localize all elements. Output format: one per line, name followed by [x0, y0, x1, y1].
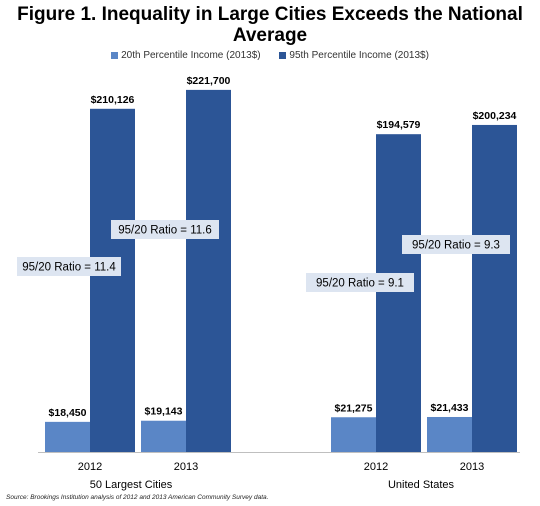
bar-p20-50-largest-cities-2013 [141, 420, 186, 452]
bar-p20-united-states-2012 [331, 417, 376, 452]
data-label-p20: $18,450 [49, 407, 87, 419]
ratio-annotation-box [17, 257, 121, 276]
bar-p95-50-largest-cities-2012 [90, 108, 135, 453]
ratio-annotation-label: 95/20 Ratio = 9.1 [316, 278, 404, 290]
legend-swatch-p20 [111, 51, 119, 59]
ratio-annotation-box [306, 273, 414, 292]
data-label-p95: $194,579 [377, 119, 421, 131]
x-tick-label: 2012 [78, 461, 102, 473]
x-tick-label: 2013 [460, 461, 484, 473]
bar-p95-united-states-2013 [472, 124, 517, 452]
data-label-p20: $21,433 [431, 402, 469, 414]
legend-item-p95: 95th Percentile Income (2013$) [279, 50, 429, 61]
ratio-annotation-label: 95/20 Ratio = 9.3 [412, 240, 500, 252]
ratio-annotation-label: 95/20 Ratio = 11.4 [22, 262, 116, 274]
data-label-p95: $200,234 [473, 110, 517, 122]
group-label: 50 Largest Cities [90, 479, 173, 491]
ratio-annotation-box [111, 220, 219, 239]
legend-item-p20: 20th Percentile Income (2013$) [111, 50, 261, 61]
data-label-p95: $221,700 [187, 75, 231, 87]
data-label-p95: $210,126 [91, 94, 135, 106]
bar-p95-50-largest-cities-2013 [186, 89, 231, 452]
ratio-annotation-box [402, 235, 510, 254]
ratio-annotation-label: 95/20 Ratio = 11.6 [118, 225, 211, 237]
group-label: United States [388, 479, 455, 491]
data-label-p20: $19,143 [145, 406, 183, 418]
x-tick-label: 2012 [364, 461, 388, 473]
bar-p20-50-largest-cities-2012 [45, 421, 90, 452]
legend-label-p20: 20th Percentile Income (2013$) [121, 50, 261, 61]
legend-swatch-p95 [279, 51, 287, 59]
bar-p95-united-states-2012 [376, 134, 421, 453]
bar-p20-united-states-2013 [427, 416, 472, 452]
legend-label-p95: 95th Percentile Income (2013$) [289, 50, 429, 61]
data-label-p20: $21,275 [335, 402, 373, 414]
legend: 20th Percentile Income (2013$) 95th Perc… [0, 50, 540, 61]
chart-title: Figure 1. Inequality in Large Cities Exc… [17, 4, 523, 46]
x-tick-label: 2013 [174, 461, 198, 473]
source-note: Source: Brookings Institution analysis o… [6, 494, 269, 501]
